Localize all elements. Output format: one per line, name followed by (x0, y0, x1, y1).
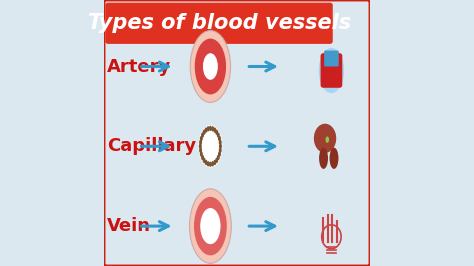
Ellipse shape (314, 124, 336, 153)
Ellipse shape (190, 31, 230, 102)
Ellipse shape (326, 136, 329, 143)
Ellipse shape (199, 140, 202, 145)
Ellipse shape (217, 132, 220, 138)
Ellipse shape (190, 189, 231, 263)
Ellipse shape (219, 140, 222, 145)
Ellipse shape (201, 155, 204, 160)
Ellipse shape (329, 148, 338, 169)
Ellipse shape (218, 151, 221, 157)
Ellipse shape (199, 144, 202, 149)
Ellipse shape (201, 132, 204, 138)
Ellipse shape (213, 127, 216, 133)
Ellipse shape (207, 126, 210, 131)
Ellipse shape (205, 127, 208, 133)
Ellipse shape (215, 130, 218, 135)
Ellipse shape (194, 197, 227, 255)
Ellipse shape (202, 158, 206, 163)
Ellipse shape (199, 148, 202, 153)
Ellipse shape (205, 160, 208, 165)
Text: Artery: Artery (107, 57, 171, 76)
Ellipse shape (219, 148, 222, 153)
Ellipse shape (200, 151, 203, 157)
Ellipse shape (195, 39, 226, 94)
Ellipse shape (219, 144, 222, 149)
Ellipse shape (217, 155, 220, 160)
Ellipse shape (319, 148, 328, 169)
Text: Types of blood vessels: Types of blood vessels (88, 13, 351, 34)
Text: Capillary: Capillary (107, 137, 196, 155)
FancyBboxPatch shape (320, 53, 342, 88)
Ellipse shape (207, 161, 210, 167)
Ellipse shape (211, 126, 214, 131)
Ellipse shape (319, 48, 344, 93)
Ellipse shape (215, 158, 218, 163)
FancyBboxPatch shape (103, 0, 371, 266)
Ellipse shape (202, 130, 206, 135)
FancyBboxPatch shape (324, 51, 339, 66)
Ellipse shape (209, 126, 212, 131)
Ellipse shape (200, 136, 203, 141)
Ellipse shape (211, 161, 214, 167)
Ellipse shape (203, 53, 218, 80)
Ellipse shape (209, 162, 212, 167)
FancyBboxPatch shape (105, 3, 333, 44)
Ellipse shape (213, 160, 216, 165)
Ellipse shape (199, 125, 222, 168)
Ellipse shape (218, 136, 221, 141)
Ellipse shape (200, 208, 220, 244)
Text: Vein: Vein (107, 217, 151, 235)
